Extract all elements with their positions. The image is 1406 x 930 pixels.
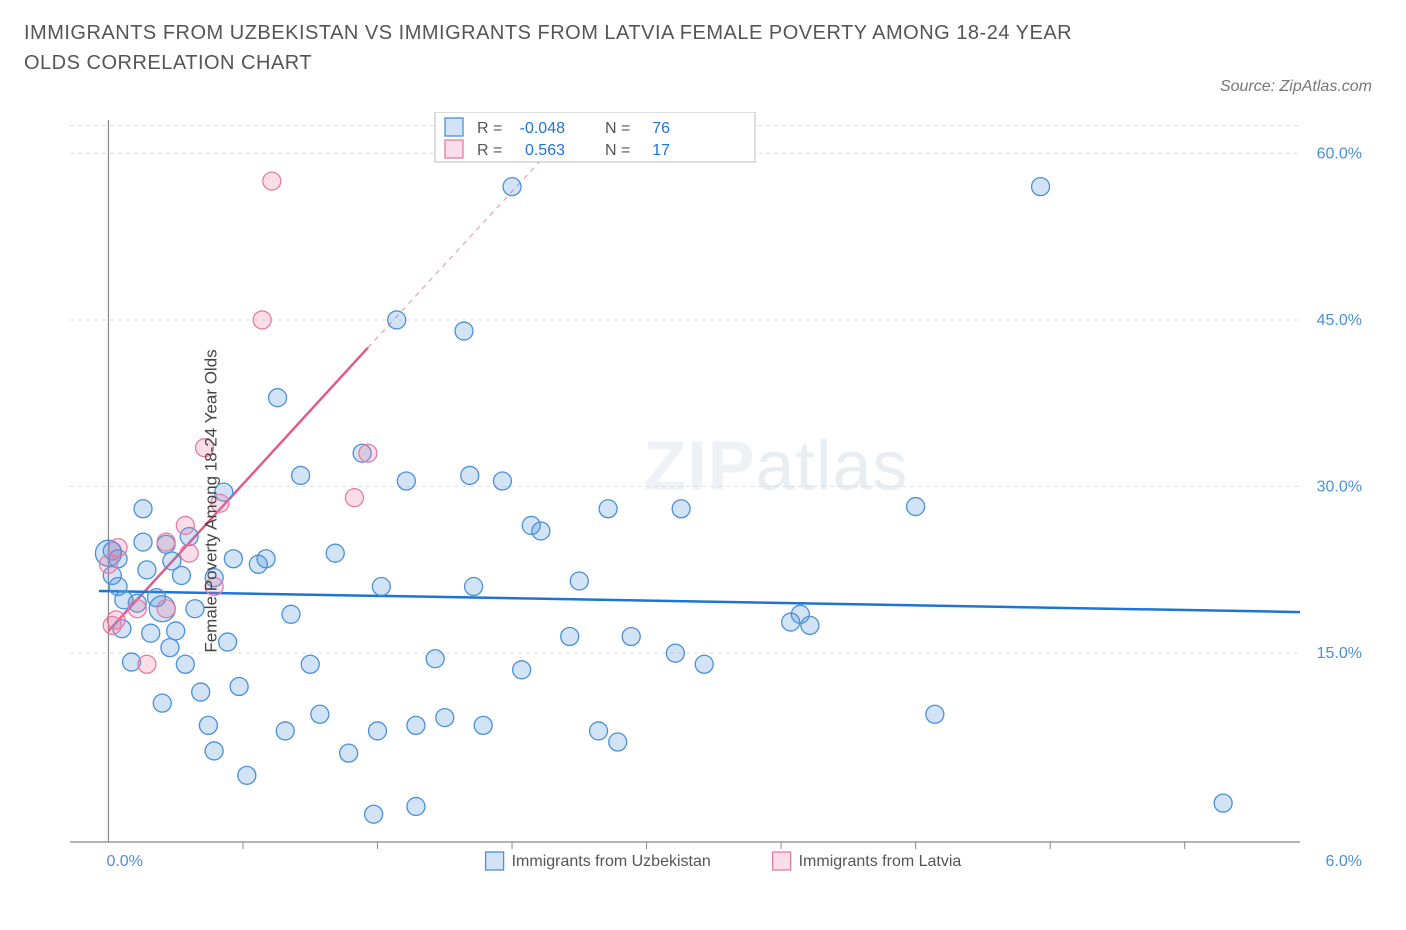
scatter-point [590, 722, 608, 740]
legend-label: Immigrants from Uzbekistan [512, 853, 711, 870]
scatter-point [388, 311, 406, 329]
scatter-point [599, 500, 617, 518]
scatter-point [695, 655, 713, 673]
scatter-point [1214, 794, 1232, 812]
scatter-point [180, 544, 198, 562]
trend-line-latvia [108, 348, 367, 631]
scatter-point [138, 561, 156, 579]
scatter-point [426, 650, 444, 668]
scatter-point [292, 466, 310, 484]
source-credit: Source: ZipAtlas.com [1220, 78, 1372, 96]
scatter-point [397, 472, 415, 490]
scatter-point [907, 498, 925, 516]
scatter-point [153, 694, 171, 712]
scatter-point [192, 683, 210, 701]
scatter-point [107, 611, 125, 629]
scatter-point [369, 722, 387, 740]
scatter-point [109, 539, 127, 557]
scatter-point [365, 805, 383, 823]
scatter-point [276, 722, 294, 740]
scatter-point [372, 578, 390, 596]
scatter-point [157, 600, 175, 618]
y-tick-label: 15.0% [1317, 645, 1362, 662]
watermark: ZIPatlas [644, 426, 909, 504]
x-end-label: 6.0% [1326, 853, 1362, 870]
scatter-point [238, 766, 256, 784]
scatter-point [134, 500, 152, 518]
scatter-point [801, 616, 819, 634]
scatter-point [609, 733, 627, 751]
scatter-point [128, 600, 146, 618]
scatter-point [666, 644, 684, 662]
scatter-point [157, 533, 175, 551]
scatter-point [622, 628, 640, 646]
stats-box: R = -0.048 N = 76 R = 0.563 N = 17 [435, 112, 755, 162]
legend-label: Immigrants from Latvia [799, 853, 962, 870]
scatter-point [461, 466, 479, 484]
scatter-point [326, 544, 344, 562]
svg-text:17: 17 [652, 142, 670, 159]
scatter-point [263, 172, 281, 190]
scatter-point [465, 578, 483, 596]
y-tick-label: 30.0% [1317, 479, 1362, 496]
scatter-point [205, 742, 223, 760]
scatter-point [138, 655, 156, 673]
y-tick-label: 60.0% [1317, 145, 1362, 162]
legend-swatch [486, 852, 504, 870]
scatter-point [561, 628, 579, 646]
scatter-point [672, 500, 690, 518]
y-tick-label: 45.0% [1317, 312, 1362, 329]
scatter-point [340, 744, 358, 762]
scatter-point [570, 572, 588, 590]
scatter-point [199, 716, 217, 734]
scatter-point [532, 522, 550, 540]
svg-text:76: 76 [652, 120, 670, 137]
scatter-point [345, 489, 363, 507]
scatter-point [311, 705, 329, 723]
scatter-point [134, 533, 152, 551]
scatter-point [253, 311, 271, 329]
svg-text:N =: N = [605, 142, 630, 159]
scatter-chart: ZIPatlas 15.0% 30.0% 45.0% 60.0% 0.0% 6.0% Immi… [50, 112, 1370, 882]
svg-text:R =: R = [477, 120, 502, 137]
scatter-point [163, 552, 181, 570]
scatter-point [513, 661, 531, 679]
scatter-point [161, 639, 179, 657]
scatter-point [176, 655, 194, 673]
x-start-label: 0.0% [106, 853, 142, 870]
scatter-point [99, 555, 117, 573]
scatter-point [224, 550, 242, 568]
trend-line-uzbekistan [99, 591, 1300, 612]
scatter-point [407, 797, 425, 815]
scatter-point [167, 622, 185, 640]
scatter-point [269, 389, 287, 407]
scatter-point [230, 677, 248, 695]
scatter-point [436, 709, 454, 727]
scatter-point [301, 655, 319, 673]
svg-text:0.563: 0.563 [525, 142, 565, 159]
scatter-point [407, 716, 425, 734]
scatter-point [503, 178, 521, 196]
svg-text:N =: N = [605, 120, 630, 137]
scatter-point [142, 624, 160, 642]
chart-title: IMMIGRANTS FROM UZBEKISTAN VS IMMIGRANTS… [24, 18, 1124, 78]
scatter-point [493, 472, 511, 490]
y-axis-label: Female Poverty Among 18-24 Year Olds [202, 349, 222, 652]
scatter-point [257, 550, 275, 568]
scatter-point [359, 444, 377, 462]
svg-text:R =: R = [477, 142, 502, 159]
scatter-point [176, 516, 194, 534]
svg-text:-0.048: -0.048 [520, 120, 565, 137]
scatter-point [474, 716, 492, 734]
scatter-point [926, 705, 944, 723]
scatter-point [455, 322, 473, 340]
legend-swatch [773, 852, 791, 870]
scatter-point [282, 605, 300, 623]
scatter-point [1032, 178, 1050, 196]
